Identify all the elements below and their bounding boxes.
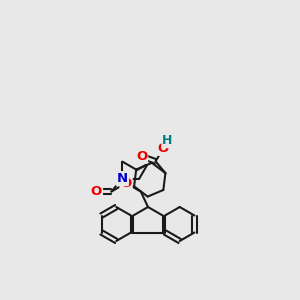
Text: N: N [117, 172, 128, 185]
Text: O: O [136, 150, 147, 163]
Text: O: O [121, 177, 132, 190]
Text: O: O [158, 142, 169, 155]
Text: H: H [162, 134, 173, 147]
Text: O: O [91, 185, 102, 198]
